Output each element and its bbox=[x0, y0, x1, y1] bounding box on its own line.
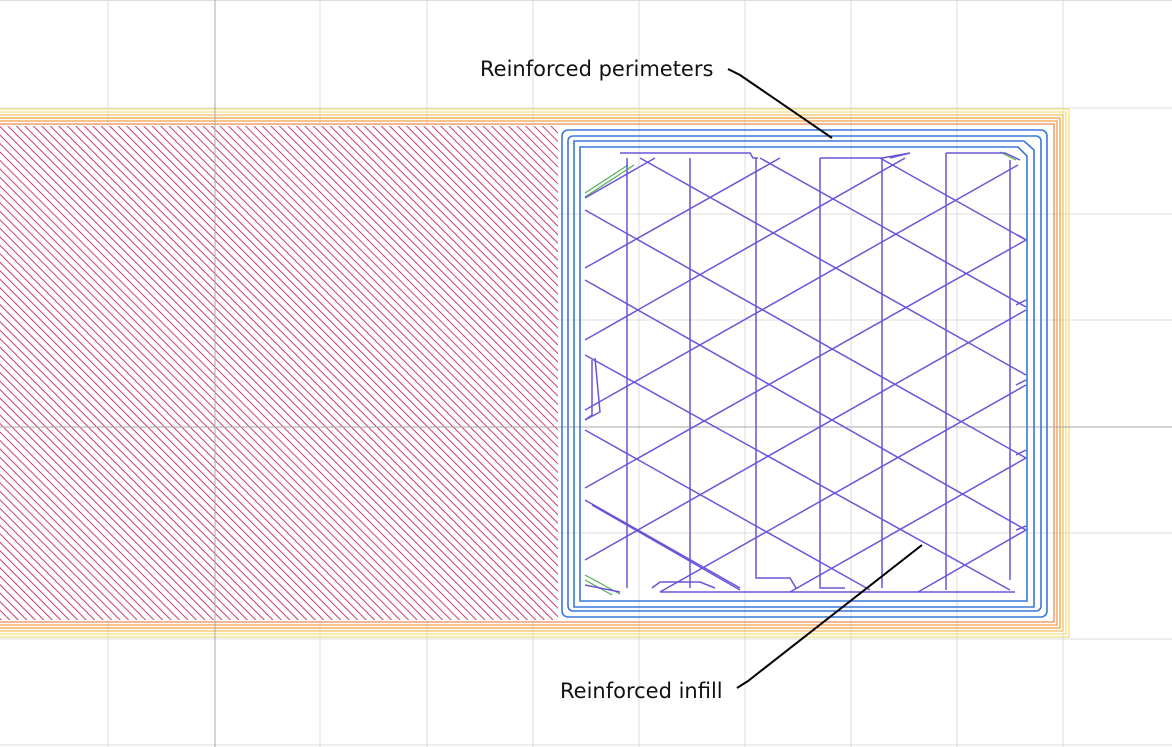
reinforced-perimeters-label: Reinforced perimeters bbox=[480, 57, 713, 81]
reinforced-infill-label: Reinforced infill bbox=[560, 679, 723, 703]
outer-perimeters bbox=[0, 108, 1070, 638]
reinforced-infill bbox=[584, 152, 1027, 593]
infill-leader-line bbox=[736, 544, 923, 689]
solid-infill-region bbox=[0, 126, 558, 620]
callout-leaders bbox=[727, 68, 923, 689]
perimeters-leader-line bbox=[727, 68, 833, 139]
reinforced-perimeters bbox=[561, 129, 1048, 618]
